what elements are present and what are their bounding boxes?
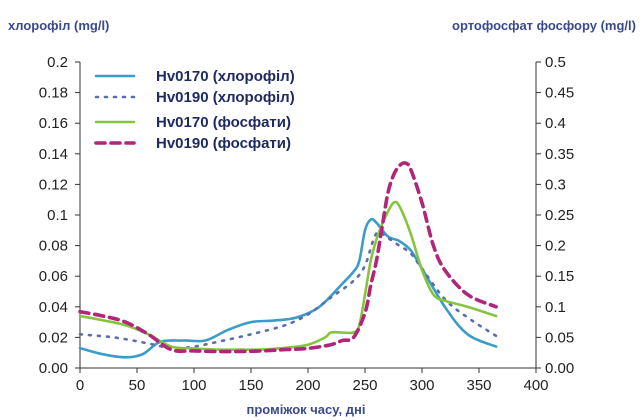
right-tick-label: 0.1: [545, 299, 566, 316]
left-tick-label: 0.06: [39, 268, 68, 285]
left-tick-label: 0.14: [39, 146, 68, 163]
x-tick-label: 0: [76, 377, 84, 394]
x-tick-label: 150: [238, 377, 263, 394]
plot-area: [78, 62, 537, 369]
series-line-1: [78, 217, 498, 359]
x-tick-label: 250: [352, 377, 377, 394]
series-line-4: [78, 161, 498, 354]
right-tick-label: 0.45: [545, 85, 574, 102]
right-tick-label: 0.25: [545, 207, 574, 224]
x-tick-label: 50: [129, 377, 146, 394]
x-tick-label: 400: [523, 377, 548, 394]
right-tick-label: 0.15: [545, 268, 574, 285]
legend: Hv0170 (хлорофіл) Hv0190 (хлорофіл) Hv0170…: [94, 68, 295, 152]
right-tick-label: 0.00: [545, 360, 574, 377]
right-tick-label: 0.3: [545, 176, 566, 193]
legend-label-2: Hv0190 (хлорофіл): [156, 89, 295, 106]
x-tick-label: 300: [409, 377, 434, 394]
left-tick-label: 0.2: [47, 54, 68, 71]
left-tick-label: 0.04: [39, 299, 68, 316]
left-tick-label: 0.00: [39, 360, 68, 377]
right-tick-label: 0.2: [545, 238, 566, 255]
left-tick-label: 0.02: [39, 329, 68, 346]
right-tick-label: 0.5: [545, 54, 566, 71]
x-tick-label: 200: [295, 377, 320, 394]
left-tick-label: 0.1: [47, 207, 68, 224]
left-tick-label: 0.16: [39, 115, 68, 132]
right-axis-title: ортофосфат фосфору (mg/l): [452, 18, 636, 33]
legend-label-1: Hv0170 (хлорофіл): [156, 68, 295, 85]
left-tick-label: 0.18: [39, 85, 68, 102]
legend-label-4: Hv0190 (фосфати): [156, 135, 291, 152]
right-tick-label: 0.05: [545, 329, 574, 346]
x-tick-label: 100: [181, 377, 206, 394]
legend-label-3: Hv0170 (фосфати): [156, 114, 291, 131]
right-tick-label: 0.35: [545, 146, 574, 163]
left-tick-label: 0.08: [39, 238, 68, 255]
right-tick-label: 0.4: [545, 115, 566, 132]
tick-labels: 0.00 0.02 0.04 0.06 0.08 0.1 0.12 0.14 0.16 0.18 0…: [39, 54, 574, 394]
x-axis-title: проміжок часу, дні: [247, 402, 366, 417]
x-tick-label: 350: [466, 377, 491, 394]
left-tick-label: 0.12: [39, 176, 68, 193]
series-line-3: [78, 200, 498, 352]
left-axis-title: хлорофіл (mg/l): [8, 18, 109, 33]
